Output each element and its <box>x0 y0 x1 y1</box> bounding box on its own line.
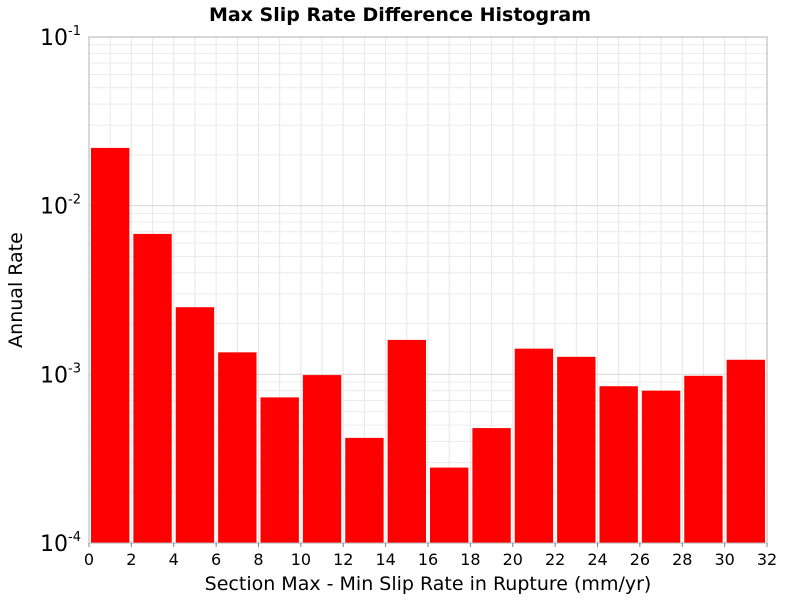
histogram-bar <box>599 386 638 543</box>
x-tick-label: 28 <box>672 550 692 569</box>
x-tick-label: 2 <box>126 550 136 569</box>
plot-area: 0 2 4 6 8 10 12 14 16 18 20 22 24 26 28 30 3210-410-310-… <box>40 24 777 569</box>
x-tick-label: 8 <box>253 550 263 569</box>
histogram-bar <box>302 375 342 543</box>
histogram-bar <box>175 307 215 543</box>
y-tick-label: 10-1 <box>40 24 81 51</box>
x-tick-label: 26 <box>630 550 650 569</box>
x-tick-label: 22 <box>545 550 565 569</box>
histogram-bar <box>133 233 172 544</box>
histogram-bar <box>641 390 681 543</box>
histogram-bar <box>430 467 469 543</box>
histogram-bar <box>472 428 511 543</box>
histogram-bar <box>218 352 257 543</box>
histogram-bar <box>514 348 554 543</box>
chart-title: Max Slip Rate Difference Histogram <box>209 4 591 26</box>
histogram-bar <box>260 397 299 543</box>
x-axis-label: Section Max - Min Slip Rate in Rupture (… <box>205 573 652 595</box>
histogram-bar <box>387 339 426 543</box>
histogram-bar <box>684 375 723 543</box>
x-tick-label: 14 <box>375 550 395 569</box>
y-tick-label: 10-3 <box>40 361 81 388</box>
x-tick-label: 0 <box>84 550 94 569</box>
histogram-bar <box>345 437 384 543</box>
x-tick-label: 30 <box>714 550 734 569</box>
histogram-bar <box>91 147 130 543</box>
histogram-bar <box>557 356 596 543</box>
y-tick-label: 10-2 <box>40 193 81 220</box>
y-tick-label: 10-4 <box>40 530 81 557</box>
x-tick-label: 32 <box>757 550 777 569</box>
x-tick-label: 4 <box>169 550 179 569</box>
x-tick-label: 12 <box>333 550 353 569</box>
histogram-bar <box>726 359 765 543</box>
x-tick-label: 20 <box>503 550 523 569</box>
x-tick-label: 24 <box>587 550 607 569</box>
x-tick-label: 16 <box>418 550 438 569</box>
x-tick-label: 10 <box>291 550 311 569</box>
y-axis-label: Annual Rate <box>5 232 27 348</box>
x-tick-label: 18 <box>460 550 480 569</box>
x-tick-label: 6 <box>211 550 221 569</box>
